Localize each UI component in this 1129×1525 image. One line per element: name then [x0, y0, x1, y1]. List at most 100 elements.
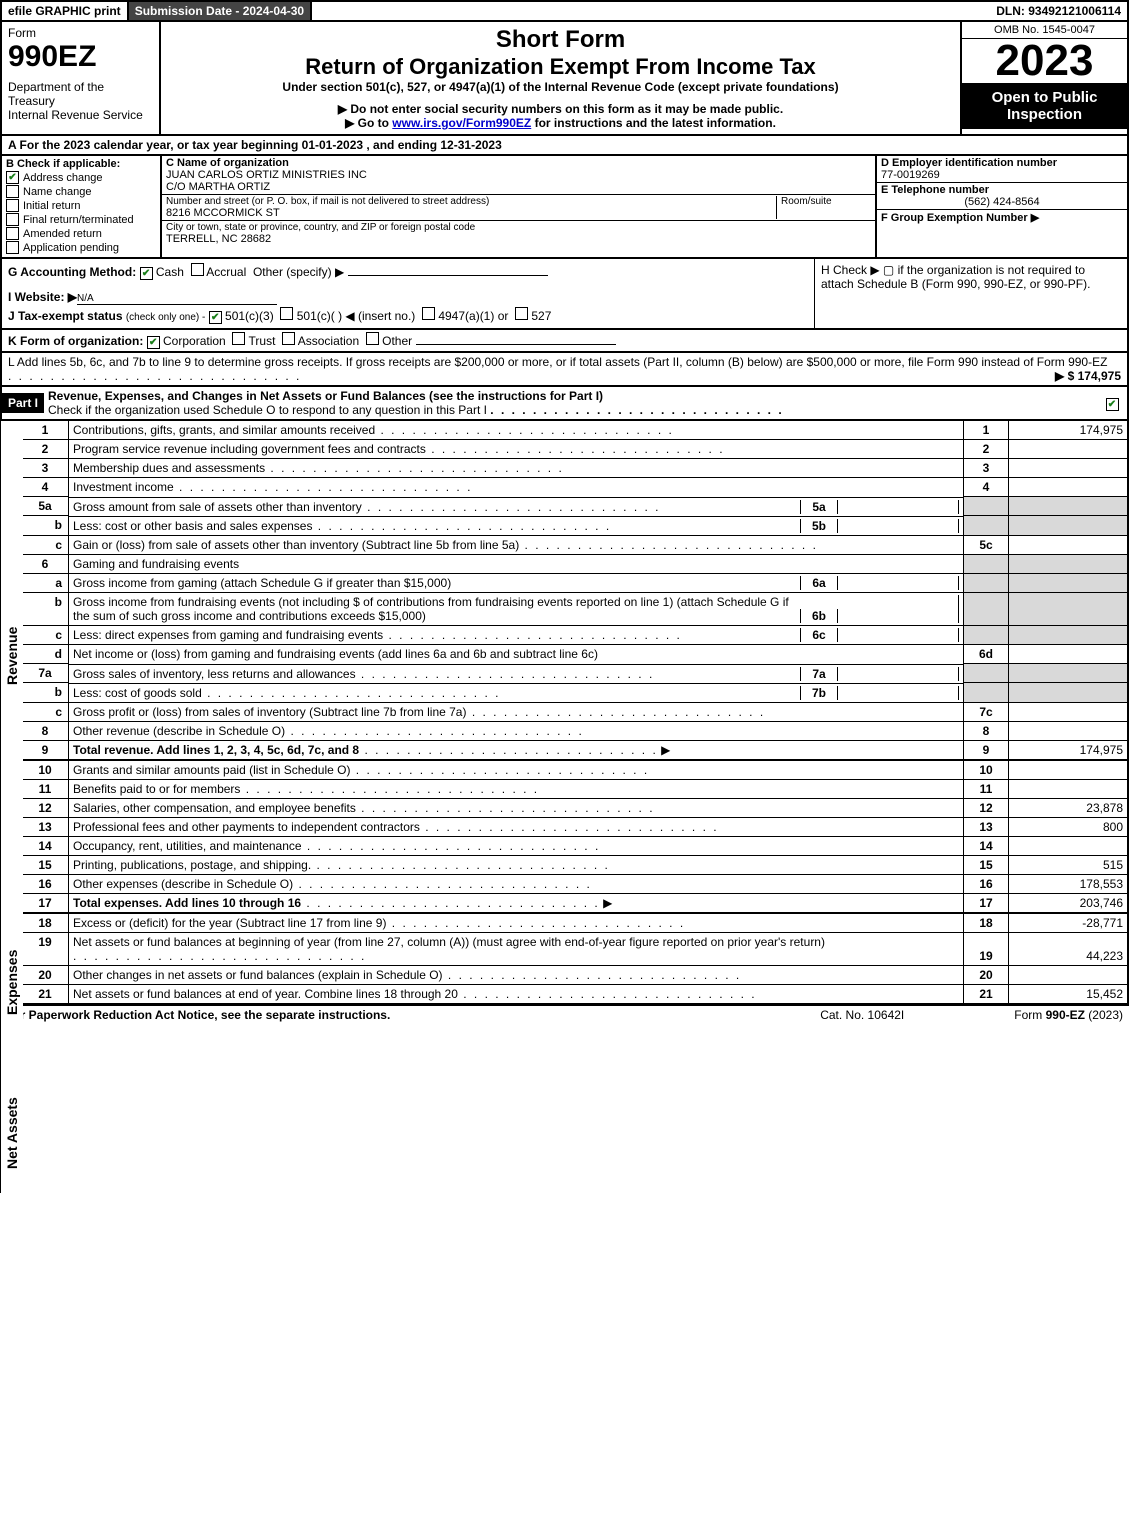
checkbox-icon[interactable]	[515, 307, 528, 320]
city-value: TERRELL, NC 28682	[166, 233, 871, 245]
org-name-1: JUAN CARLOS ORTIZ MINISTRIES INC	[166, 169, 871, 181]
section-a: A For the 2023 calendar year, or tax yea…	[0, 136, 1129, 156]
org-name-2: C/O MARTHA ORTIZ	[166, 181, 871, 193]
page-footer: For Paperwork Reduction Act Notice, see …	[0, 1005, 1129, 1024]
row-l: L Add lines 5b, 6c, and 7b to line 9 to …	[0, 353, 1129, 387]
l-text: L Add lines 5b, 6c, and 7b to line 9 to …	[8, 355, 1107, 369]
part1-title-text: Revenue, Expenses, and Changes in Net As…	[48, 389, 603, 403]
expenses-vlabel: Expenses	[0, 891, 23, 1073]
return-title: Return of Organization Exempt From Incom…	[167, 54, 954, 80]
checkbox-icon[interactable]	[209, 311, 222, 324]
box-d-label: D Employer identification number	[881, 157, 1123, 169]
dots	[490, 403, 783, 417]
line-20: 20Other changes in net assets or fund ba…	[2, 965, 1127, 984]
line-17: 17Total expenses. Add lines 10 through 1…	[2, 893, 1127, 913]
line-19: 19Net assets or fund balances at beginni…	[2, 932, 1127, 965]
chk-name-change[interactable]: Name change	[6, 185, 156, 198]
open-public-inspection: Open to Public Inspection	[962, 83, 1127, 129]
website-value: N/A	[77, 293, 277, 305]
box-e-label: E Telephone number	[881, 184, 1123, 196]
box-b-label: B Check if applicable:	[6, 158, 156, 170]
chk-label: Address change	[23, 172, 103, 184]
checkbox-icon[interactable]	[6, 171, 19, 184]
line-5a: 5aGross amount from sale of assets other…	[2, 497, 1127, 516]
g-other-input[interactable]	[348, 275, 548, 276]
checkbox-icon[interactable]	[280, 307, 293, 320]
chk-application-pending[interactable]: Application pending	[6, 241, 156, 254]
i-label: I Website: ▶	[8, 290, 77, 304]
checkbox-icon[interactable]	[147, 336, 160, 349]
line-4: 4Investment income4	[2, 478, 1127, 497]
line-13: 13Professional fees and other payments t…	[2, 817, 1127, 836]
checkbox-icon[interactable]	[6, 227, 19, 240]
irs-link[interactable]: www.irs.gov/Form990EZ	[392, 116, 531, 130]
g-other: Other (specify) ▶	[253, 265, 344, 279]
efile-print-label[interactable]: efile GRAPHIC print	[2, 2, 129, 20]
line-5c: cGain or (loss) from sale of assets othe…	[2, 535, 1127, 554]
k-other-input[interactable]	[416, 344, 616, 345]
line-7b: bLess: cost of goods sold7b	[2, 683, 1127, 703]
form-header: Form 990EZ Department of the Treasury In…	[0, 22, 1129, 136]
submission-date: Submission Date - 2024-04-30	[129, 2, 312, 20]
part1-table: Revenue Expenses Net Assets 1Contributio…	[0, 421, 1129, 1005]
checkbox-icon[interactable]	[6, 185, 19, 198]
line-6c: cLess: direct expenses from gaming and f…	[2, 625, 1127, 645]
line-3: 3Membership dues and assessments3	[2, 459, 1127, 478]
short-form-title: Short Form	[167, 26, 954, 54]
lines-table: 1Contributions, gifts, grants, and simil…	[2, 421, 1127, 1003]
j-note: (check only one) -	[126, 312, 205, 323]
footer-left: For Paperwork Reduction Act Notice, see …	[6, 1008, 390, 1022]
part1-header: Part I Revenue, Expenses, and Changes in…	[0, 387, 1129, 421]
form-word: Form	[8, 26, 153, 40]
line-5b: bLess: cost or other basis and sales exp…	[2, 516, 1127, 536]
row-k: K Form of organization: Corporation Trus…	[0, 330, 1129, 353]
line-16: 16Other expenses (describe in Schedule O…	[2, 874, 1127, 893]
line-8: 8Other revenue (describe in Schedule O)8	[2, 721, 1127, 740]
telephone-value: (562) 424-8564	[881, 196, 1123, 208]
j-501c3: 501(c)(3)	[225, 309, 274, 323]
chk-address-change[interactable]: Address change	[6, 171, 156, 184]
chk-label: Application pending	[23, 242, 119, 254]
k-other: Other	[382, 334, 412, 348]
city-label: City or town, state or province, country…	[166, 222, 871, 233]
arrow-icon: ▶	[603, 896, 612, 910]
footer-mid: Cat. No. 10642I	[820, 1008, 904, 1022]
box-f-label: F Group Exemption Number ▶	[881, 211, 1123, 224]
line-7c: cGross profit or (loss) from sales of in…	[2, 702, 1127, 721]
checkbox-icon[interactable]	[140, 267, 153, 280]
row-j: J Tax-exempt status (check only one) - 5…	[8, 307, 808, 324]
line-18: 18Excess or (deficit) for the year (Subt…	[2, 913, 1127, 933]
checkbox-icon[interactable]	[422, 307, 435, 320]
ghij-left: G Accounting Method: Cash Accrual Other …	[2, 259, 814, 328]
checkbox-icon[interactable]	[366, 332, 379, 345]
part1-check-note: Check if the organization used Schedule …	[48, 403, 487, 417]
line-9: 9Total revenue. Add lines 1, 2, 3, 4, 5c…	[2, 740, 1127, 760]
checkbox-icon[interactable]	[6, 199, 19, 212]
chk-label: Final return/terminated	[23, 214, 134, 226]
header-center: Short Form Return of Organization Exempt…	[161, 22, 960, 134]
checkbox-icon[interactable]	[232, 332, 245, 345]
chk-initial-return[interactable]: Initial return	[6, 199, 156, 212]
checkbox-icon[interactable]	[282, 332, 295, 345]
header-right: OMB No. 1545-0047 2023 Open to Public In…	[960, 22, 1127, 134]
box-c: C Name of organization JUAN CARLOS ORTIZ…	[162, 156, 875, 257]
footer-right: Form 990-EZ (2023)	[1014, 1008, 1123, 1022]
chk-amended-return[interactable]: Amended return	[6, 227, 156, 240]
subline-1: Under section 501(c), 527, or 4947(a)(1)…	[167, 80, 954, 94]
j-501c: 501(c)( ) ◀ (insert no.)	[297, 309, 416, 323]
dln-label: DLN: 93492121006114	[990, 2, 1127, 20]
line-14: 14Occupancy, rent, utilities, and mainte…	[2, 836, 1127, 855]
arrow-icon: ▶	[661, 743, 670, 757]
row-g: G Accounting Method: Cash Accrual Other …	[8, 263, 808, 280]
checkbox-icon[interactable]	[191, 263, 204, 276]
checkbox-icon[interactable]	[6, 241, 19, 254]
row-h: H Check ▶ ▢ if the organization is not r…	[814, 259, 1127, 328]
chk-final-return[interactable]: Final return/terminated	[6, 213, 156, 226]
k-corp: Corporation	[163, 334, 226, 348]
checkbox-icon[interactable]	[1106, 398, 1119, 411]
ein-value: 77-0019269	[881, 169, 1123, 181]
top-bar: efile GRAPHIC print Submission Date - 20…	[0, 0, 1129, 22]
street-label: Number and street (or P. O. box, if mail…	[166, 196, 776, 207]
room-label: Room/suite	[781, 196, 871, 207]
checkbox-icon[interactable]	[6, 213, 19, 226]
